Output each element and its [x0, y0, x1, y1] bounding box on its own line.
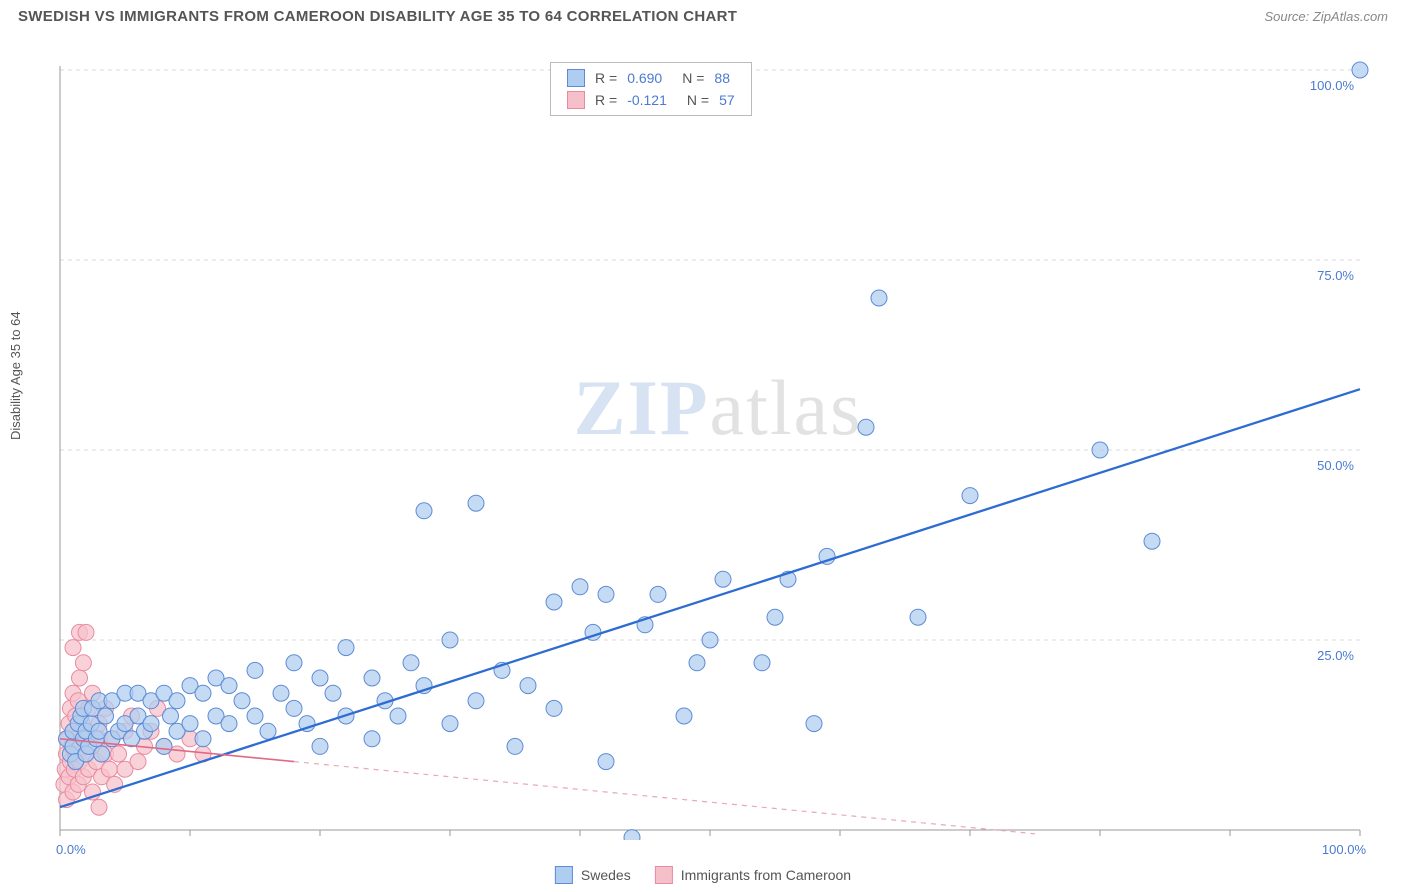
- n-label: N =: [682, 70, 704, 86]
- stat-row: R = 0.690 N = 88: [567, 67, 735, 89]
- chart-area: 25.0%50.0%75.0%100.0% ZIPatlas R = 0.690…: [50, 40, 1386, 840]
- y-axis-label: Disability Age 35 to 64: [8, 311, 23, 440]
- axis-tick-label: 0.0%: [56, 842, 86, 857]
- r-label: R =: [595, 70, 617, 86]
- correlation-stats-box: R = 0.690 N = 88 R = -0.121 N = 57: [550, 62, 752, 116]
- series-swatch: [567, 91, 585, 109]
- series-swatch: [567, 69, 585, 87]
- n-value: 88: [714, 70, 730, 86]
- r-label: R =: [595, 92, 617, 108]
- svg-text:75.0%: 75.0%: [1317, 268, 1354, 283]
- source-attribution: Source: ZipAtlas.com: [1264, 9, 1388, 24]
- axis-tick-label: 100.0%: [1322, 842, 1366, 857]
- scatter-plot: 25.0% 50.0% 75.0% 100.0%: [50, 40, 1386, 840]
- legend-swatch: [655, 866, 673, 884]
- svg-text:25.0%: 25.0%: [1317, 648, 1354, 663]
- r-value: -0.121: [627, 92, 667, 108]
- n-value: 57: [719, 92, 735, 108]
- chart-title: SWEDISH VS IMMIGRANTS FROM CAMEROON DISA…: [18, 8, 737, 25]
- legend-label: Immigrants from Cameroon: [681, 867, 851, 883]
- legend: Swedes Immigrants from Cameroon: [555, 866, 851, 884]
- r-value: 0.690: [627, 70, 662, 86]
- legend-item: Swedes: [555, 866, 631, 884]
- n-label: N =: [687, 92, 709, 108]
- header: SWEDISH VS IMMIGRANTS FROM CAMEROON DISA…: [0, 0, 1406, 29]
- legend-item: Immigrants from Cameroon: [655, 866, 851, 884]
- svg-text:50.0%: 50.0%: [1317, 458, 1354, 473]
- stat-row: R = -0.121 N = 57: [567, 89, 735, 111]
- legend-swatch: [555, 866, 573, 884]
- svg-text:100.0%: 100.0%: [1310, 78, 1355, 93]
- legend-label: Swedes: [581, 867, 631, 883]
